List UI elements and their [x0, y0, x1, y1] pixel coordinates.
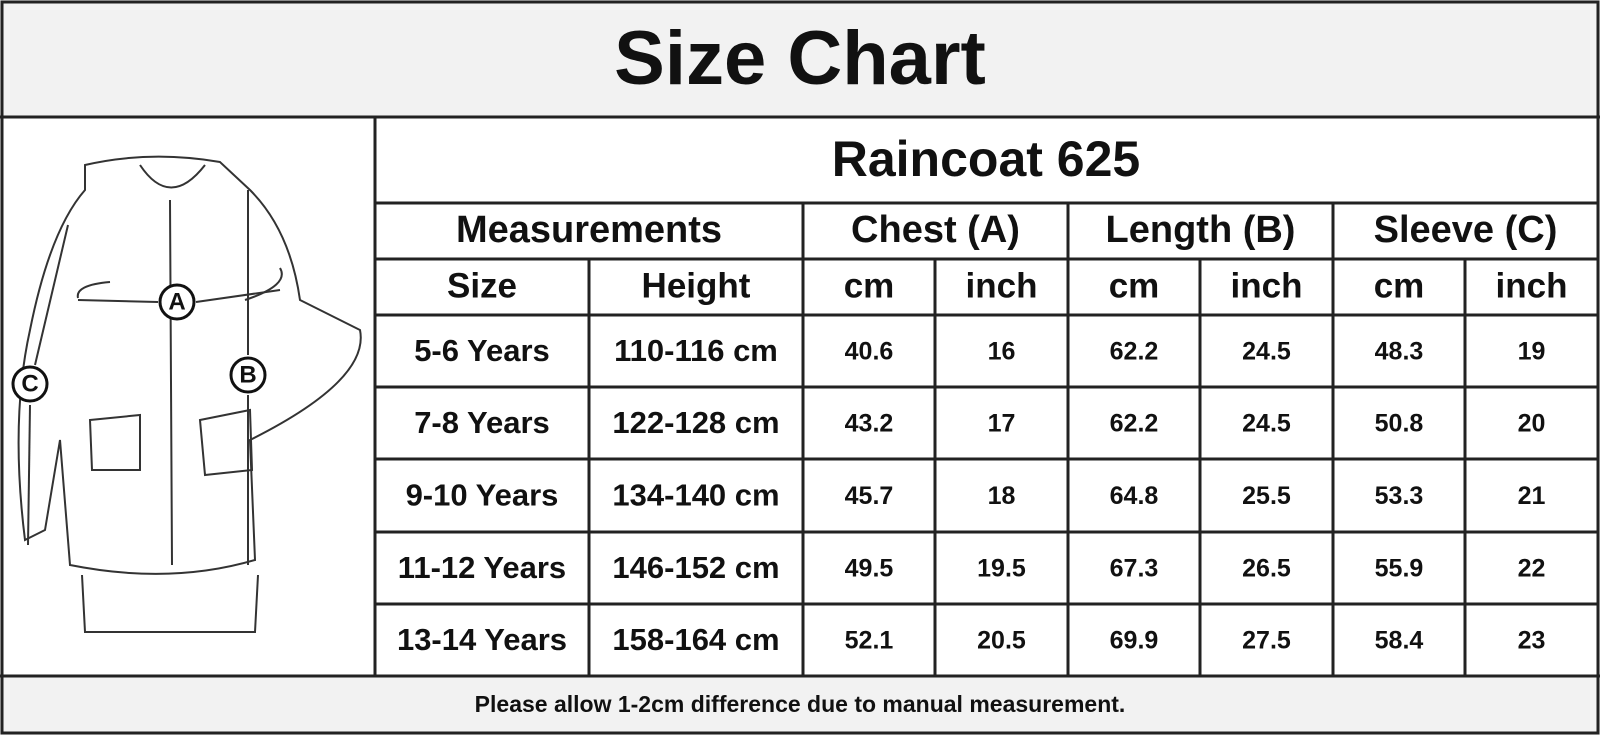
- chest-arrow: [77, 299, 159, 303]
- table-cell: 40.6: [845, 338, 894, 366]
- column-header: cm: [1109, 266, 1160, 305]
- chest-arrow: [195, 289, 281, 303]
- figure-background: [2, 117, 375, 676]
- table-cell: 25.5: [1242, 482, 1291, 510]
- column-header: inch: [1231, 266, 1303, 305]
- table-cell: 55.9: [1375, 555, 1424, 583]
- table-cell: 24.5: [1242, 338, 1291, 366]
- figure-label: C: [21, 370, 38, 397]
- table-cell: 49.5: [845, 555, 894, 583]
- table-cell: 5-6 Years: [414, 333, 550, 368]
- table-cell: 20: [1518, 410, 1546, 438]
- table-cell: 24.5: [1242, 410, 1291, 438]
- table-cell: 45.7: [845, 482, 894, 510]
- table-cell: 9-10 Years: [406, 478, 559, 513]
- jacket-outline: [17, 155, 362, 575]
- table-cell: 52.1: [845, 627, 894, 655]
- table-cell: 64.8: [1110, 482, 1159, 510]
- table-cell: 158-164 cm: [612, 622, 779, 657]
- label-circle: [158, 283, 196, 321]
- table-cell: 11-12 Years: [398, 550, 566, 585]
- table-cell: 19.5: [977, 555, 1026, 583]
- table-cell: 13-14 Years: [397, 622, 567, 657]
- table-background: [375, 117, 1598, 676]
- table-cell: 62.2: [1110, 338, 1159, 366]
- table-cell: 122-128 cm: [612, 405, 779, 440]
- table-cell: 17: [988, 410, 1016, 438]
- table-cell: 69.9: [1110, 627, 1159, 655]
- jacket-details: [81, 164, 259, 633]
- footer-note: Please allow 1-2cm difference due to man…: [475, 691, 1126, 717]
- table-cell: 22: [1518, 555, 1546, 583]
- jacket-sketch: [11, 155, 362, 633]
- figure-label: A: [168, 288, 185, 315]
- sleeve-arrow: [34, 224, 69, 366]
- group-header: Chest (A): [851, 209, 1020, 251]
- table-cell: 26.5: [1242, 555, 1291, 583]
- table-cell: 110-116 cm: [614, 333, 778, 368]
- label-circle: [11, 365, 49, 403]
- table-cell: 21: [1518, 482, 1546, 510]
- column-header: inch: [966, 266, 1038, 305]
- group-header: Measurements: [456, 209, 722, 251]
- table-cell: 62.2: [1110, 410, 1159, 438]
- group-header: Length (B): [1106, 209, 1296, 251]
- table-cell: 146-152 cm: [612, 550, 779, 585]
- table-cell: 7-8 Years: [414, 405, 550, 440]
- table-cell: 50.8: [1375, 410, 1424, 438]
- table-cell: 20.5: [977, 627, 1026, 655]
- page-title: Size Chart: [614, 16, 986, 101]
- figure-label: B: [239, 361, 256, 388]
- chest-arc: [76, 267, 283, 301]
- table-title: Raincoat 625: [832, 131, 1140, 187]
- column-header: inch: [1496, 266, 1568, 305]
- table-cell: 53.3: [1375, 482, 1424, 510]
- table-cell: 67.3: [1110, 555, 1159, 583]
- sleeve-arrow: [27, 404, 31, 546]
- column-header: Size: [447, 266, 517, 305]
- column-header: cm: [1374, 266, 1425, 305]
- table-cell: 27.5: [1242, 627, 1291, 655]
- table-cell: 43.2: [845, 410, 894, 438]
- group-header: Sleeve (C): [1374, 209, 1558, 251]
- label-circle: [229, 356, 267, 394]
- table-cell: 23: [1518, 627, 1546, 655]
- table-cell: 18: [988, 482, 1016, 510]
- table-cell: 134-140 cm: [612, 478, 779, 513]
- table-cell: 19: [1518, 338, 1546, 366]
- table-cell: 48.3: [1375, 338, 1424, 366]
- table-cell: 58.4: [1375, 627, 1424, 655]
- table-cell: 16: [988, 338, 1016, 366]
- column-header: cm: [844, 266, 895, 305]
- column-header: Height: [642, 266, 751, 305]
